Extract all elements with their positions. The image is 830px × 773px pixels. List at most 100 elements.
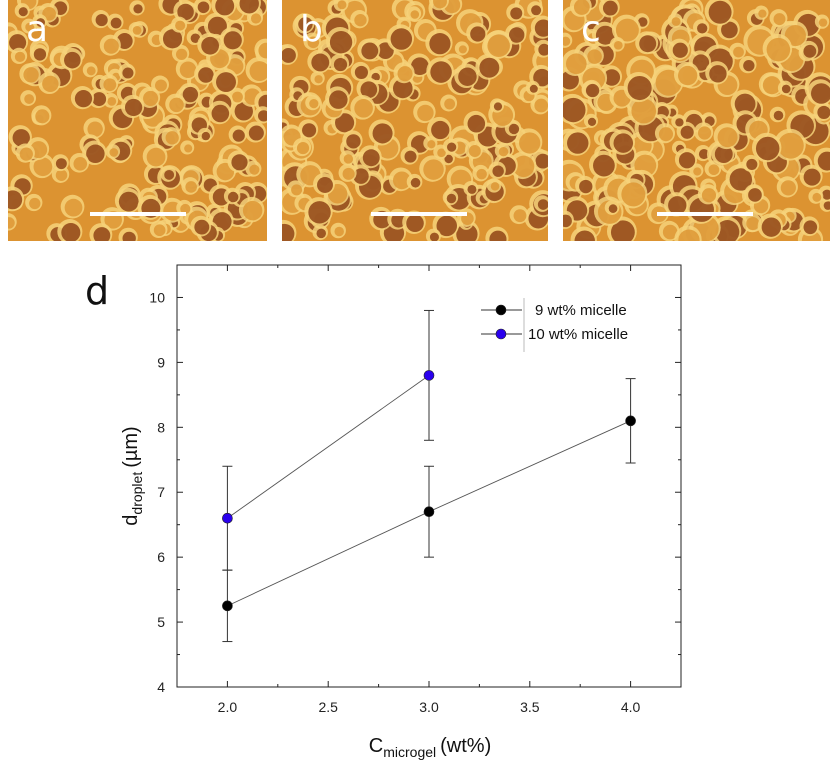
micrograph-cell xyxy=(758,9,767,18)
data-point xyxy=(423,506,435,518)
micrograph-cell xyxy=(621,182,646,207)
micrograph-cell xyxy=(803,44,817,58)
micrograph-cell xyxy=(610,220,635,241)
micrograph-cell xyxy=(595,25,615,45)
micrograph-cell xyxy=(467,184,477,194)
legend-marker-9wt xyxy=(495,304,507,316)
micrograph-cell xyxy=(613,133,634,153)
micrograph-cell xyxy=(803,168,821,186)
micrograph-cell xyxy=(410,10,420,19)
micrograph-cell xyxy=(678,229,700,241)
micrograph-cell xyxy=(458,45,467,54)
micrograph-cell xyxy=(316,228,326,239)
micrograph-cell xyxy=(249,61,267,81)
micrograph-cell xyxy=(698,149,710,160)
micrograph-cell xyxy=(680,125,694,139)
legend: 9 wt% micelle 10 wt% micelle xyxy=(481,298,628,352)
micrograph-cell xyxy=(678,152,696,169)
micrograph-cell xyxy=(132,25,142,35)
micrograph-cell xyxy=(29,197,41,210)
micrograph-cell xyxy=(404,150,417,163)
legend-label-10wt: 10 wt% micelle xyxy=(528,326,628,343)
micrograph-cell xyxy=(715,220,740,241)
micrograph-cell xyxy=(182,86,199,103)
micrograph-cell xyxy=(64,198,83,217)
y-axis-title-unit: (µm) xyxy=(120,426,142,468)
micrograph-cell xyxy=(397,66,413,82)
micrograph-cell xyxy=(302,123,317,138)
micrograph-a: a xyxy=(8,0,267,241)
micrograph-cell xyxy=(8,217,15,229)
micrograph-cell xyxy=(468,145,481,157)
micrograph-cell xyxy=(103,38,119,54)
y-tick-label: 8 xyxy=(157,419,165,435)
micrograph-b-texture xyxy=(282,0,548,241)
micrograph-cell xyxy=(709,65,727,83)
panel-label-a: a xyxy=(26,9,49,50)
micrograph-cell xyxy=(748,188,762,202)
micrograph-cell xyxy=(781,84,791,94)
micrograph-cell xyxy=(487,34,510,57)
micrograph-cell xyxy=(593,154,615,177)
micrograph-cell xyxy=(25,22,35,32)
micrograph-cell xyxy=(307,36,320,49)
micrograph-cell xyxy=(429,33,451,55)
micrograph-cell xyxy=(257,110,267,122)
micrograph-cell xyxy=(603,69,621,86)
y-tick-label: 7 xyxy=(157,484,165,500)
micrograph-cell xyxy=(492,165,504,177)
micrograph-cell xyxy=(662,224,678,240)
micrograph-cell xyxy=(410,135,429,153)
micrograph-cell xyxy=(335,113,355,133)
micrograph-cell xyxy=(86,66,96,76)
micrograph-cell xyxy=(9,34,27,52)
micrograph-cell xyxy=(565,53,587,75)
micrograph-cell xyxy=(613,40,623,50)
x-tick-label: 2.0 xyxy=(218,699,238,715)
micrograph-cell xyxy=(587,49,602,64)
micrograph-cell xyxy=(86,144,105,164)
x-tick-label: 4.0 xyxy=(621,699,641,715)
micrograph-cell xyxy=(55,158,67,170)
micrograph-cell xyxy=(761,217,781,237)
axis-ticks: 2.0 2.5 3.0 3.5 4.0 4 5 6 7 8 9 10 xyxy=(149,265,681,715)
micrograph-cell xyxy=(197,1,210,14)
micrograph-cell xyxy=(179,61,197,79)
micrograph-cell xyxy=(207,16,227,36)
micrograph-cell xyxy=(362,149,380,167)
micrograph-cell xyxy=(314,75,323,84)
micrograph-cell xyxy=(143,90,159,106)
micrograph-cell xyxy=(410,177,421,188)
micrograph-cell xyxy=(743,59,755,72)
micrograph-cell xyxy=(87,121,103,137)
x-axis-title-sub: microgel xyxy=(383,744,436,760)
micrograph-cell xyxy=(291,184,303,196)
micrograph-cell xyxy=(234,102,253,121)
micrograph-cell xyxy=(671,17,681,26)
micrograph-cell xyxy=(573,0,590,15)
micrograph-cell xyxy=(812,192,822,202)
panel-label-b: b xyxy=(300,9,323,50)
micrograph-cell xyxy=(567,132,589,154)
micrograph-cell xyxy=(184,144,193,153)
micrograph-cell xyxy=(817,151,830,171)
micrograph-cell xyxy=(729,168,753,191)
micrograph-cell xyxy=(232,91,243,103)
micrograph-cell xyxy=(162,29,183,49)
micrograph-cell xyxy=(733,46,744,58)
micrograph-cell xyxy=(493,102,503,111)
micrograph-cell xyxy=(342,167,355,180)
micrograph-cell xyxy=(164,169,175,180)
panel-label-d: d xyxy=(85,269,110,313)
y-tick-label: 4 xyxy=(157,679,165,695)
micrograph-cell xyxy=(42,6,56,21)
error-bars xyxy=(222,309,636,643)
micrograph-cell xyxy=(717,127,738,148)
micrograph-cell xyxy=(423,159,444,180)
micrograph-cell xyxy=(529,84,538,93)
micrograph-cell xyxy=(490,182,500,191)
micrograph-cell xyxy=(773,110,784,121)
y-axis-title: ddroplet (µm) xyxy=(120,426,145,525)
micrograph-cell xyxy=(587,117,597,126)
micrograph-cell xyxy=(211,104,230,123)
